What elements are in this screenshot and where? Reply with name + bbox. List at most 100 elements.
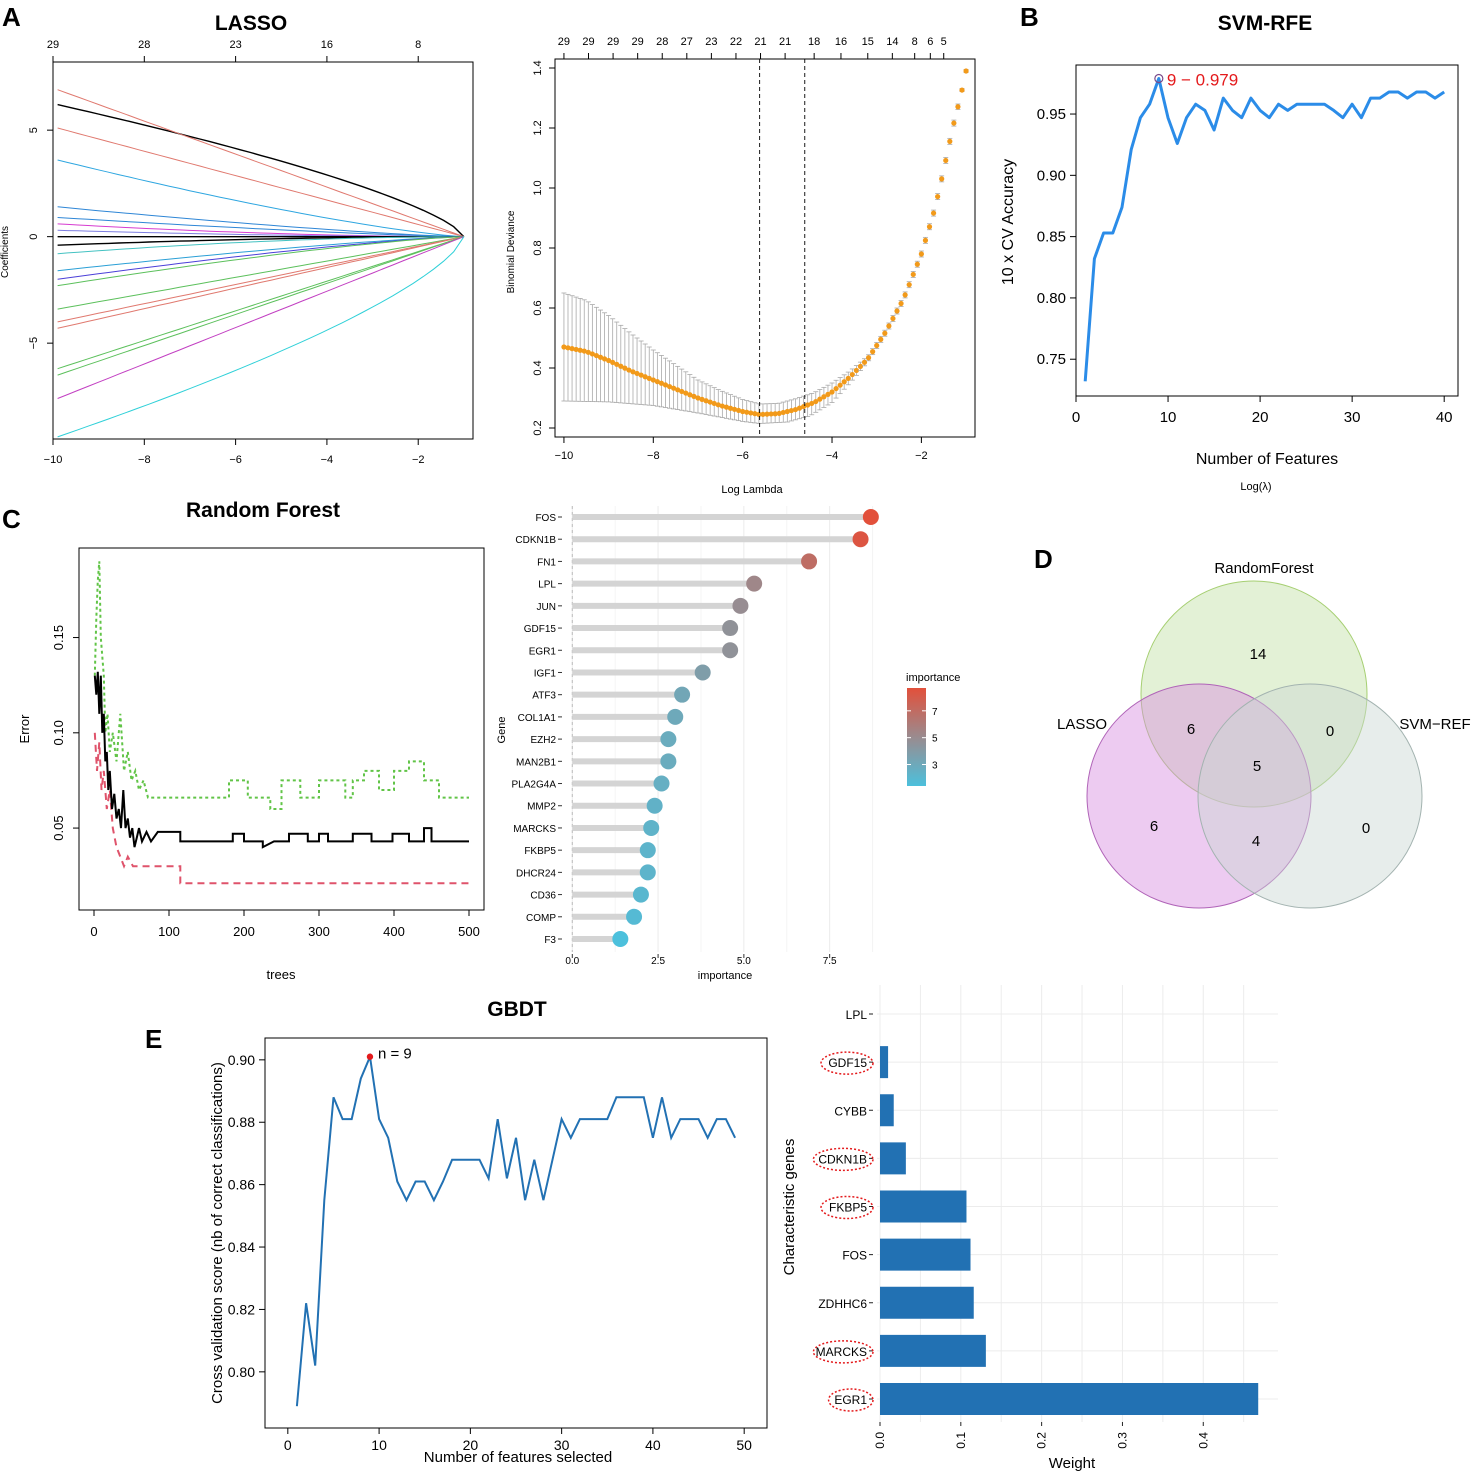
lasso-cv-point <box>606 357 612 364</box>
lasso-cv-point <box>601 356 608 362</box>
venn-label-lasso: LASSO <box>1057 716 1107 733</box>
lasso-cv-point <box>646 375 652 381</box>
lasso-coef-xtick-label: −2 <box>412 454 425 466</box>
lasso-cv-toptick-label: 5 <box>941 36 947 48</box>
lasso-cv-point <box>926 224 933 230</box>
svm-rfe-xlabel: Number of Features <box>1196 451 1338 468</box>
lasso-coef-xtick-label: −4 <box>321 454 334 466</box>
gbdt-xtick-label: 30 <box>554 1437 570 1453</box>
lasso-cv-toptick-label: 29 <box>582 36 594 48</box>
lasso-cv-point <box>829 389 835 395</box>
svm-rfe-frame <box>1075 64 1459 397</box>
lasso-cv-point <box>634 370 640 377</box>
lasso-cv-toptick-label: 21 <box>754 36 766 48</box>
lasso-cv-point <box>943 157 949 164</box>
rf-importance-gene-label: PLA2G4A <box>512 780 557 791</box>
svm-rfe-xtick-label: 10 <box>1160 409 1177 426</box>
lasso-cv-point <box>898 300 904 307</box>
lasso-coef-toptick-label: 23 <box>229 39 241 51</box>
lasso-cv-point <box>626 367 632 373</box>
gbdt-weight-chart: LPL GDF15 CYBB CDKN1B FKBP5 FOS ZDHHC6 MARCKS EG… <box>781 985 1278 1472</box>
lasso-cv-point <box>614 361 620 367</box>
lasso-cv-point <box>910 271 916 278</box>
gbdt-weight-ylabel: Characteristic genes <box>781 1139 798 1276</box>
lasso-cv-point <box>731 406 738 412</box>
rf-importance-gene-label: CD36 <box>530 891 556 902</box>
lasso-cv-point <box>922 237 929 243</box>
lasso-cv-point <box>768 411 774 417</box>
lasso-cv-point <box>914 261 920 267</box>
gbdt-weight-highlight-circle <box>812 1147 874 1172</box>
rf-importance-dot <box>660 753 677 770</box>
venn-count-lasso-svm: 4 <box>1252 833 1260 850</box>
lasso-cv-point <box>577 347 583 353</box>
rf-importance-dot <box>852 531 869 548</box>
lasso-cv-point <box>878 336 884 342</box>
lasso-cv-point <box>695 395 701 401</box>
svm-rfe-xtick-label: 20 <box>1252 409 1269 426</box>
rf-error-line-class2 <box>93 732 469 885</box>
lasso-coef-line <box>57 206 464 238</box>
lasso-cv-point <box>585 349 591 355</box>
lasso-cv-xtick-label: −8 <box>647 450 660 462</box>
lasso-cv-point <box>784 408 790 415</box>
venn-circle-lasso <box>1086 683 1312 909</box>
gbdt-weight-highlight-circle <box>820 1195 874 1220</box>
lasso-cv-point <box>780 409 786 416</box>
rf-legend-tick-label: 5 <box>932 734 938 745</box>
gbdt-xtick-label: 50 <box>736 1437 752 1453</box>
lasso-cv-point <box>719 403 725 409</box>
lasso-coef-ytick-label: −5 <box>28 337 40 350</box>
lasso-cv-plot <box>561 59 969 437</box>
rf-importance-gene-label: CDKN1B <box>515 535 556 546</box>
lasso-cv-point <box>776 410 782 417</box>
lasso-cv-toptick-label: 8 <box>912 36 918 48</box>
lasso-cv-point <box>752 411 758 417</box>
gbdt-weight-gene-label: LPL <box>846 1008 868 1022</box>
rf-importance-gene-label: MAN2B1 <box>516 757 556 768</box>
lasso-cv-point <box>561 344 567 350</box>
lasso-coef-line <box>57 236 465 438</box>
rf-importance-gene-label: FKBP5 <box>524 846 556 857</box>
lasso-coef-chart: LASSO −10 −8 −6 −4 −2 −5 0 5 29 28 23 16 8 Coefficie… <box>0 12 474 466</box>
panel-label-c: C <box>2 504 21 534</box>
lasso-coef-line <box>57 103 465 238</box>
rf-importance-xtick-label: 7.5 <box>823 956 837 967</box>
gbdt-annotation: n = 9 <box>378 1046 412 1063</box>
lasso-cv-point <box>951 120 957 126</box>
rf-importance-dot <box>639 864 656 881</box>
lasso-cv-point <box>610 359 616 366</box>
svm-rfe-annotation: 9 − 0.979 <box>1167 70 1238 89</box>
rf-error-ylabel: Error <box>17 714 32 744</box>
rf-importance-dot <box>694 664 711 681</box>
gbdt-best-point <box>366 1053 374 1060</box>
lasso-cv-point <box>565 345 571 351</box>
lasso-cv-toptick-label: 23 <box>705 36 717 48</box>
lasso-cv-point <box>642 374 648 380</box>
gbdt-cv-frame <box>264 1037 768 1429</box>
lasso-cv-toptick-label: 6 <box>927 36 933 48</box>
lasso-cv-point <box>703 398 709 404</box>
venn-circle-svm <box>1197 683 1423 909</box>
lasso-coef-xtick-label: −10 <box>44 454 63 466</box>
rf-error-xlabel: trees <box>267 967 296 982</box>
lasso-cv-point <box>589 351 595 357</box>
lasso-cv-point <box>764 411 770 417</box>
lasso-cv-xlabel: Log Lambda <box>721 484 783 496</box>
gbdt-weight-xtick-label: 0.4 <box>1196 1432 1210 1449</box>
rf-error-ytick-label: 0.05 <box>51 815 66 840</box>
lasso-coef-ylabel: Coefficients <box>0 226 11 278</box>
lasso-cv-point <box>841 379 847 385</box>
lasso-cv-ytick-label: 0.2 <box>532 420 544 435</box>
lasso-cv-axes: −10 −8 −6 −4 −2 0.2 0.4 0.6 0.8 1.0 1.2 1.4 29 29 29 29… <box>532 36 947 462</box>
rf-importance-gene-label: IGF1 <box>534 668 557 679</box>
lasso-cv-point <box>675 387 681 393</box>
lasso-cv-point <box>861 359 868 365</box>
lasso-coef-toptick-label: 8 <box>415 39 421 51</box>
lasso-coef-series-group <box>57 89 465 438</box>
gbdt-weight-xlabel: Weight <box>1049 1455 1096 1472</box>
gbdt-weight-gene-label: FOS <box>842 1249 867 1263</box>
venn-label-svm: SVM−REF <box>1399 716 1470 733</box>
lasso-cv-point <box>593 352 600 359</box>
lasso-coef-line <box>57 89 465 238</box>
